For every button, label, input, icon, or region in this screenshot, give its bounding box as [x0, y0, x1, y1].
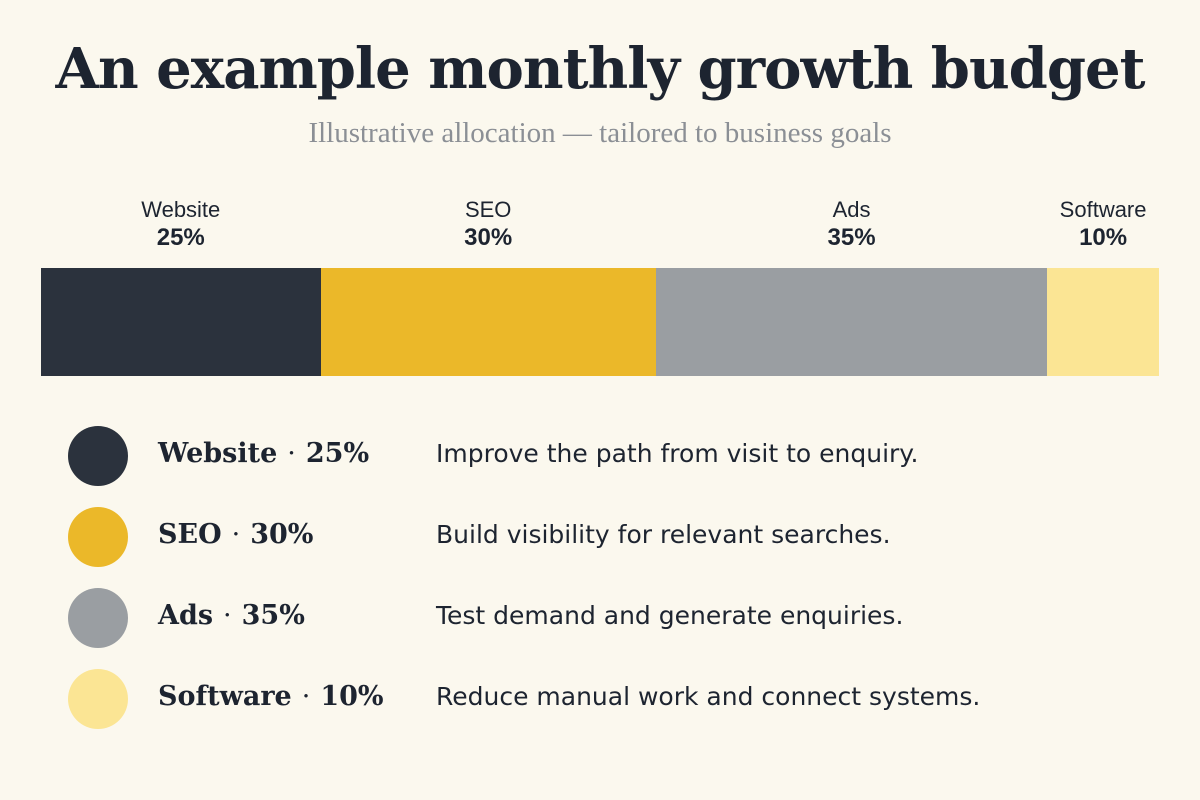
legend-value: 35%: [241, 600, 305, 631]
bar-segment-seo: [320, 268, 656, 376]
legend-item-ads: Ads · 35% Test demand and generate enquirie…: [68, 588, 1168, 650]
bar-segment-ads: [655, 268, 1048, 376]
bar-label-ads: Ads 35%: [828, 197, 876, 253]
legend-description: Reduce manual work and connect systems.: [436, 682, 981, 711]
legend-item-software: Software · 10% Reduce manual work and conne…: [68, 669, 1168, 731]
legend-value: 10%: [320, 681, 384, 712]
legend-separator: ·: [223, 600, 232, 631]
legend-name: Website: [158, 438, 278, 469]
bar-label-name: Website: [141, 197, 221, 222]
legend-swatch: [68, 588, 128, 648]
bar-label-value: 25%: [156, 224, 205, 251]
legend-swatch: [68, 507, 128, 567]
legend-name: Ads: [158, 600, 214, 631]
legend-value: 30%: [250, 519, 314, 550]
bar-segment-software: [1047, 268, 1159, 376]
legend-separator: ·: [287, 438, 296, 469]
bar-label-value: 35%: [827, 224, 876, 251]
legend-description: Improve the path from visit to enquiry.: [436, 439, 919, 468]
legend-label: Website · 25%: [158, 438, 369, 469]
bar-label-software: Software 10%: [1060, 197, 1147, 253]
chart-title: An example monthly growth budget: [55, 36, 1146, 102]
legend-separator: ·: [301, 681, 311, 712]
legend-separator: ·: [231, 519, 241, 550]
legend-description: Build visibility for relevant searches.: [436, 520, 891, 549]
legend-value: 25%: [305, 438, 370, 469]
legend-item-seo: SEO · 30% Build visibility for relevant sea…: [68, 507, 1168, 569]
bar-label-value: 30%: [464, 224, 513, 251]
bar-label-name: Software: [1059, 197, 1147, 222]
legend-swatch: [68, 426, 128, 486]
stacked-bar: [41, 268, 1159, 376]
legend-description: Test demand and generate enquiries.: [436, 601, 904, 630]
bar-label-value: 10%: [1079, 224, 1128, 251]
bar-label-name: SEO: [464, 197, 512, 222]
legend-label: Software · 10%: [158, 681, 384, 712]
legend-name: Software: [158, 681, 292, 712]
legend-item-website: Website · 25% Improve the path from visit t…: [68, 426, 1168, 488]
bar-label-seo: SEO 30%: [464, 197, 512, 253]
bar-segment-website: [41, 268, 321, 376]
legend-name: SEO: [158, 519, 222, 550]
bar-label-name: Ads: [832, 197, 871, 222]
legend-label: Ads · 35%: [158, 600, 305, 631]
chart-subtitle: Illustrative allocation — tailored to bu…: [308, 117, 892, 149]
legend-swatch: [68, 669, 128, 729]
legend-label: SEO · 30%: [158, 519, 313, 550]
bar-label-website: Website 25%: [141, 197, 220, 253]
